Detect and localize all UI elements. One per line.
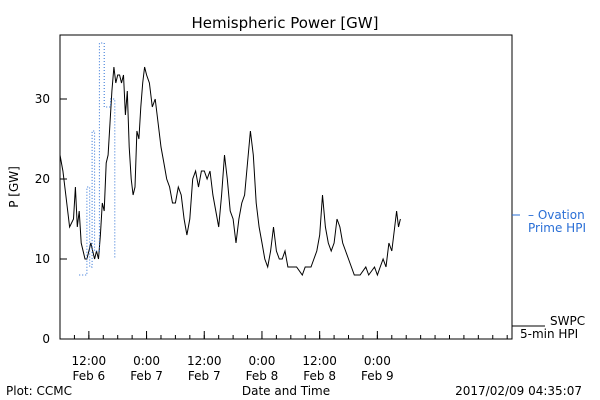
x-tick-time: 12:00 [302, 354, 337, 368]
x-axis-label: Date and Time [242, 384, 330, 398]
x-tick-time: 12:00 [187, 354, 222, 368]
x-tick-date: Feb 7 [188, 369, 221, 383]
legend-ovation-label: – Ovation [528, 208, 585, 222]
y-axis-label: P [GW] [7, 166, 21, 208]
x-tick-date: Feb 6 [72, 369, 105, 383]
x-tick-time: 0:00 [248, 354, 275, 368]
swpc-series-line [59, 66, 401, 277]
y-tick-label: 20 [35, 172, 50, 186]
y-axis: 0 10 20 30 [35, 92, 67, 346]
y-tick-label: 30 [35, 92, 50, 106]
x-tick-date: Feb 7 [130, 369, 163, 383]
x-tick-date: Feb 8 [246, 369, 279, 383]
x-tick-time: 12:00 [72, 354, 107, 368]
x-tick-time: 0:00 [133, 354, 160, 368]
y-tick-label: 10 [35, 252, 50, 266]
plot-credit: Plot: CCMC [6, 384, 72, 398]
legend-ovation-sub: Prime HPI [528, 221, 586, 235]
chart-title: Hemispheric Power [GW] [192, 14, 379, 32]
x-tick-date: Feb 9 [361, 369, 394, 383]
legend-swpc-sub: 5-min HPI [520, 327, 578, 341]
x-tick-time: 0:00 [364, 354, 391, 368]
timestamp: 2017/02/09 04:35:07 [455, 384, 582, 398]
legend-swpc-label: SWPC [550, 314, 585, 328]
x-tick-date: Feb 8 [303, 369, 336, 383]
plot-frame [59, 34, 513, 340]
y-tick-label: 0 [42, 332, 50, 346]
ovation-series-line [79, 42, 116, 276]
series-layer [59, 42, 401, 277]
